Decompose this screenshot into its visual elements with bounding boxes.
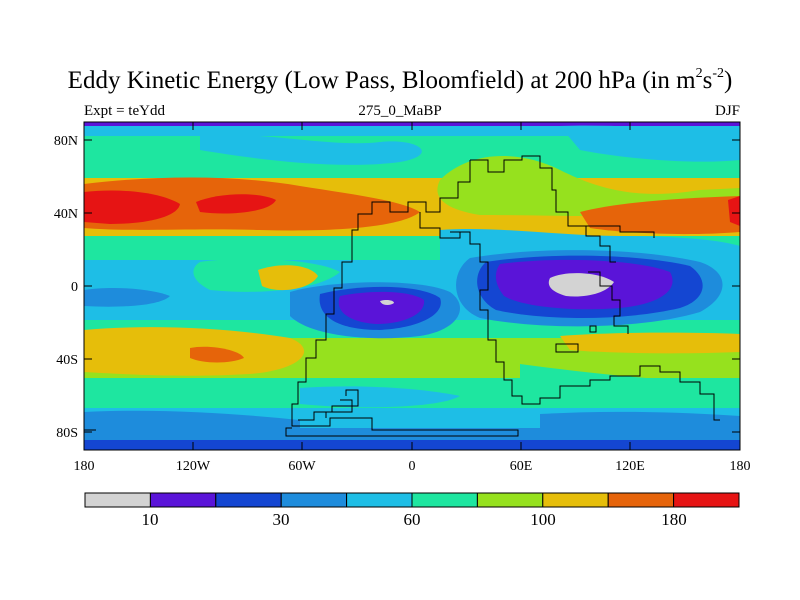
plot-title: Eddy Kinetic Energy (Low Pass, Bloomfiel… bbox=[67, 66, 733, 95]
lon-label-120e: 120E bbox=[615, 459, 645, 474]
colorbar-swatch bbox=[215, 492, 282, 508]
colorbar bbox=[84, 492, 740, 508]
sh-polar-blue-west bbox=[84, 410, 300, 430]
lat-label-40s: 40S bbox=[56, 353, 78, 368]
season-label: DJF bbox=[714, 103, 740, 119]
sh-green-east bbox=[520, 364, 740, 397]
continent-south-east-coast bbox=[450, 231, 720, 421]
eke-field bbox=[84, 122, 740, 450]
lon-label-120w: 120W bbox=[176, 459, 211, 474]
small-island-2 bbox=[589, 325, 597, 333]
sh-cyan-atlantic bbox=[300, 386, 460, 408]
colorbar-swatch bbox=[673, 492, 740, 508]
tropical-atlantic-min bbox=[338, 291, 425, 324]
tropical-east-blue bbox=[84, 288, 170, 307]
tropical-yellow-patch bbox=[258, 265, 318, 291]
colorbar-label-10: 10 bbox=[142, 510, 159, 529]
lon-label-60w: 60W bbox=[288, 459, 316, 474]
colorbar-swatch bbox=[607, 492, 675, 508]
colorbar-label-100: 100 bbox=[530, 510, 556, 529]
lat-label-0: 0 bbox=[71, 280, 78, 295]
lon-label-0: 0 bbox=[409, 459, 416, 474]
nh-storm-red-east bbox=[728, 196, 740, 226]
colorbar-swatch bbox=[542, 492, 609, 508]
colorbar-swatch bbox=[280, 492, 348, 508]
continent-main-outline bbox=[285, 160, 519, 437]
lon-label-180e: 180 bbox=[730, 459, 751, 474]
nh-jet-orange-east bbox=[580, 196, 740, 235]
antarctic-west-outline bbox=[298, 389, 359, 421]
colorbar-swatch bbox=[84, 492, 151, 508]
colorbar-swatch bbox=[346, 492, 413, 508]
nh-polar-cyan-patch bbox=[200, 134, 422, 165]
continent-north-coast bbox=[470, 155, 616, 263]
colorbar-label-30: 30 bbox=[273, 510, 290, 529]
colorbar-label-60: 60 bbox=[404, 510, 421, 529]
lat-label-80s: 80S bbox=[56, 426, 78, 441]
colorbar-swatch bbox=[411, 492, 478, 508]
sh-yellow-east bbox=[560, 332, 740, 354]
continent-inner-coast bbox=[419, 212, 461, 239]
sh-polar-blue-east bbox=[540, 411, 740, 430]
tropical-indian-core bbox=[548, 273, 614, 297]
tropical-atlantic-core bbox=[380, 299, 394, 306]
continent-outlines bbox=[84, 155, 720, 437]
nh-storm-red-central bbox=[196, 194, 276, 214]
experiment-label: Expt = teYdd bbox=[84, 103, 165, 119]
sh-storm-orange bbox=[190, 346, 244, 363]
lat-label-80n: 80N bbox=[54, 134, 78, 149]
nh-polar-cyan-patch-east bbox=[560, 125, 740, 162]
lon-tick-marks bbox=[83, 122, 741, 450]
continent-east-coast bbox=[586, 225, 655, 238]
lon-label-180w: 180 bbox=[74, 459, 95, 474]
small-island-1 bbox=[555, 343, 579, 353]
lat-label-40n: 40N bbox=[54, 207, 78, 222]
run-label: 275_0_MaBP bbox=[358, 103, 442, 119]
lat-tick-marks bbox=[84, 139, 740, 433]
antarctic-west-outline-2 bbox=[325, 399, 353, 418]
colorbar-labels: 10 30 60 100 180 bbox=[142, 510, 687, 529]
colorbar-swatch bbox=[476, 492, 544, 508]
island-chain bbox=[588, 271, 629, 334]
colorbar-label-180: 180 bbox=[661, 510, 687, 529]
lon-label-60e: 60E bbox=[510, 459, 533, 474]
colorbar-swatch bbox=[149, 492, 217, 508]
nh-storm-red-west bbox=[84, 190, 180, 224]
